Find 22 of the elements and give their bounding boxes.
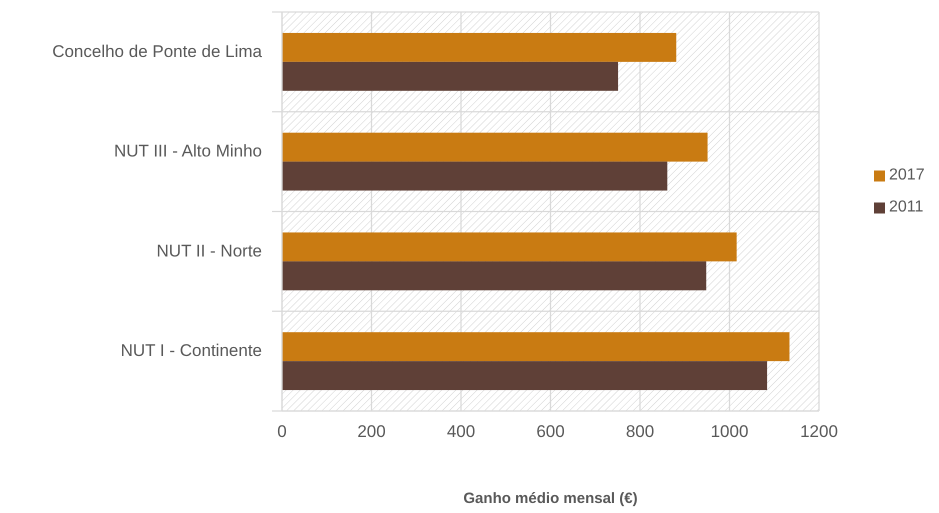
bar [282,232,737,262]
x-axis-title: Ganho médio mensal (€) [463,490,638,507]
x-tick-label: 800 [626,422,654,442]
bar [282,62,618,91]
bar [282,261,706,290]
bar [282,162,668,191]
bar [282,32,676,62]
y-tick-label: NUT I - Continente [120,341,262,360]
x-tick-label: 1200 [800,422,838,442]
bar [282,332,790,362]
y-tick-label: NUT II - Norte [156,241,262,260]
x-tick-label: 400 [446,422,476,442]
legend-label: 2011 [889,198,924,216]
x-tick-label: 600 [536,422,565,442]
legend-label: 2017 [889,166,925,184]
y-tick-label: Concelho de Ponte de Lima [52,42,263,61]
bar [282,361,768,390]
x-tick-label: 1000 [710,422,748,442]
x-tick-label: 0 [277,422,287,442]
x-tick-label: 200 [357,422,386,442]
y-tick-label: NUT III - Alto Minho [114,142,262,161]
bar [282,132,708,162]
